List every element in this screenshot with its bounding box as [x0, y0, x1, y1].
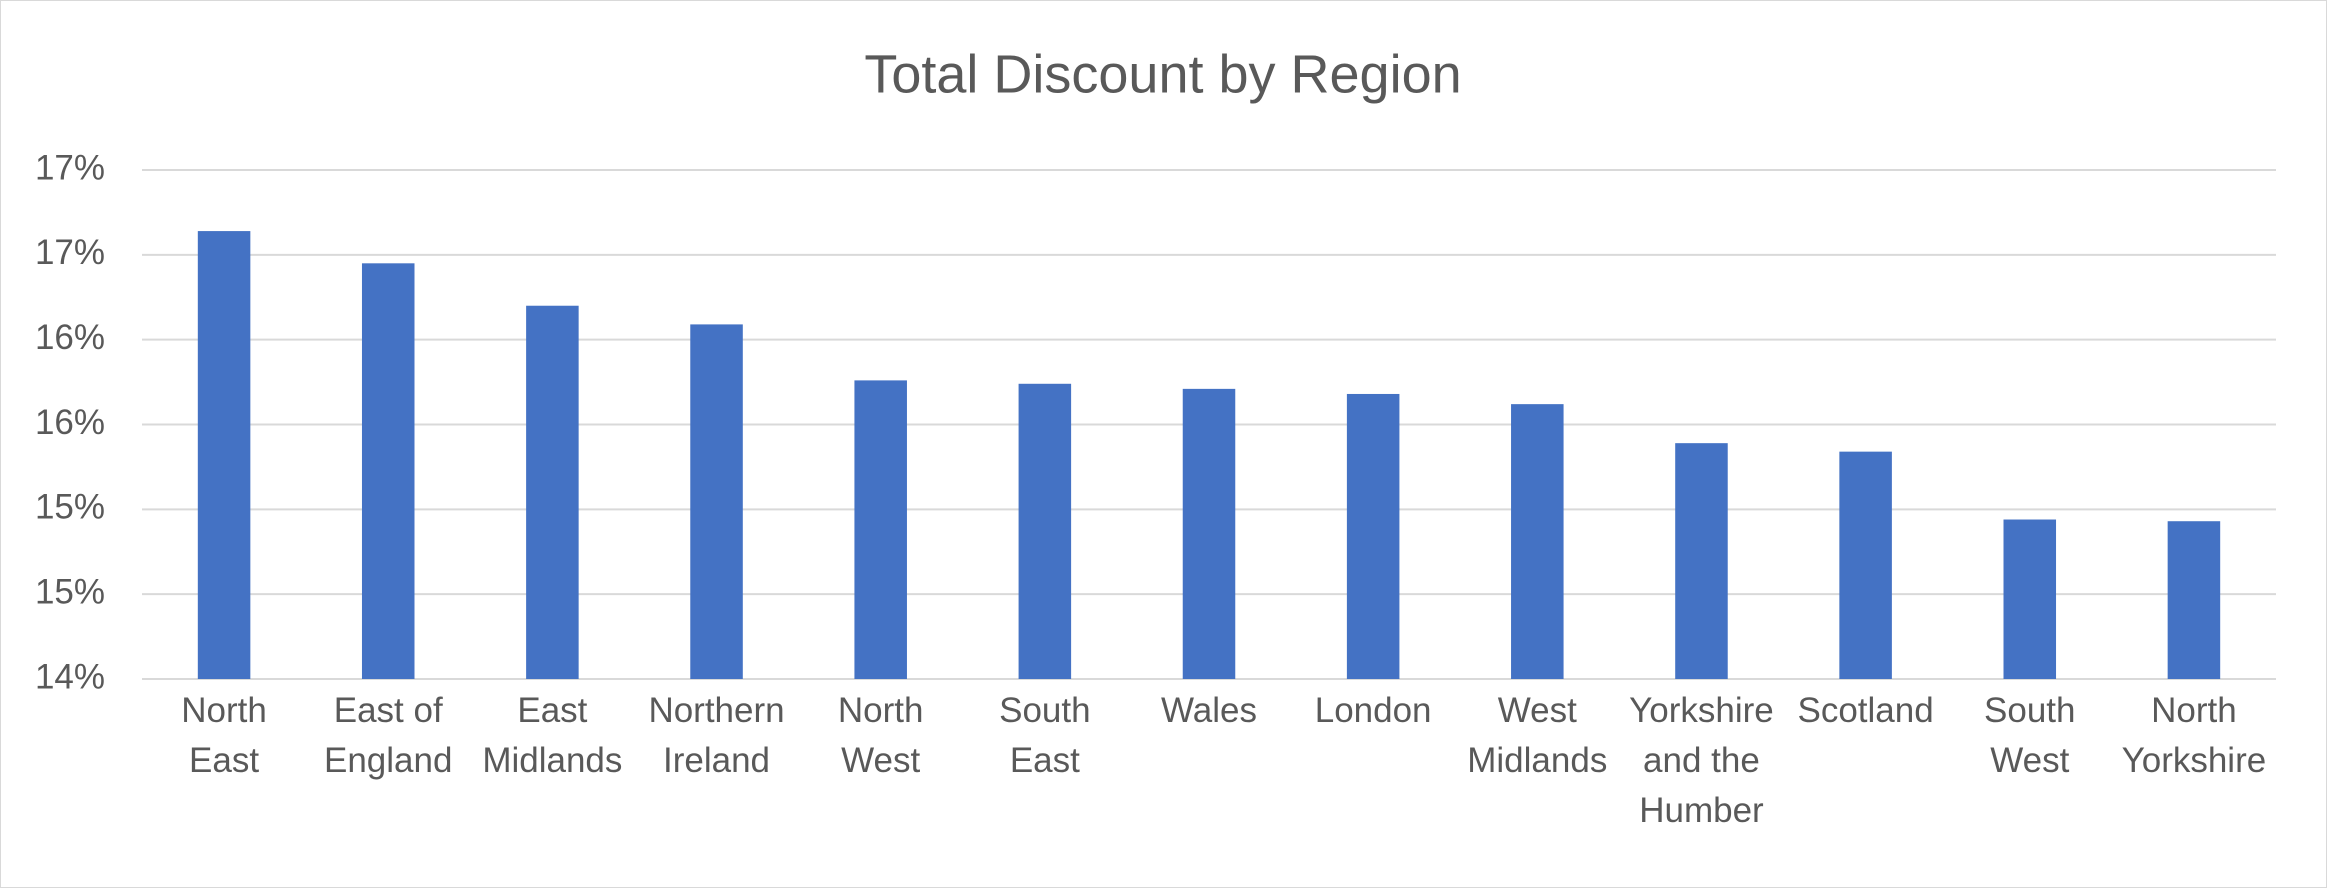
y-tick-label: 17% — [35, 233, 105, 272]
y-tick-label: 17% — [35, 148, 105, 187]
y-tick-label: 14% — [35, 657, 105, 696]
bar — [1182, 388, 1236, 679]
bar — [197, 231, 251, 679]
x-tick-label: East Midlands — [482, 691, 623, 780]
x-tick-label: North Yorkshire — [2121, 691, 2267, 780]
bar — [1675, 443, 1728, 679]
bar — [1346, 393, 1400, 679]
y-tick-label: 15% — [35, 488, 105, 527]
x-tick-label: Northern Ireland — [648, 691, 785, 780]
bar — [526, 305, 579, 679]
bar — [2003, 519, 2057, 679]
y-tick-label: 15% — [35, 572, 105, 611]
x-tick-label: Scotland — [1797, 691, 1934, 730]
x-tick-label: East of England — [323, 691, 453, 780]
x-tick-label: South East — [999, 691, 1091, 780]
x-tick-label: Wales — [1161, 691, 1257, 730]
y-tick-label: 16% — [35, 403, 105, 442]
x-tick-label: North West — [837, 691, 924, 780]
y-tick-label: 16% — [35, 318, 105, 357]
x-tick-label: South West — [1984, 691, 2076, 780]
bar — [854, 380, 907, 679]
bar — [1511, 404, 1564, 679]
bar — [1839, 451, 1892, 679]
bar — [361, 263, 415, 679]
x-tick-label: West Midlands — [1467, 691, 1608, 780]
bar — [690, 324, 743, 679]
chart-title: Total Discount by Region — [864, 44, 1461, 104]
x-tick-label: North East — [181, 691, 267, 780]
x-tick-label: Yorkshire and the Humber — [1629, 691, 1774, 830]
bar — [2167, 521, 2221, 679]
x-tick-label: London — [1314, 691, 1432, 730]
bar — [1018, 383, 1072, 679]
